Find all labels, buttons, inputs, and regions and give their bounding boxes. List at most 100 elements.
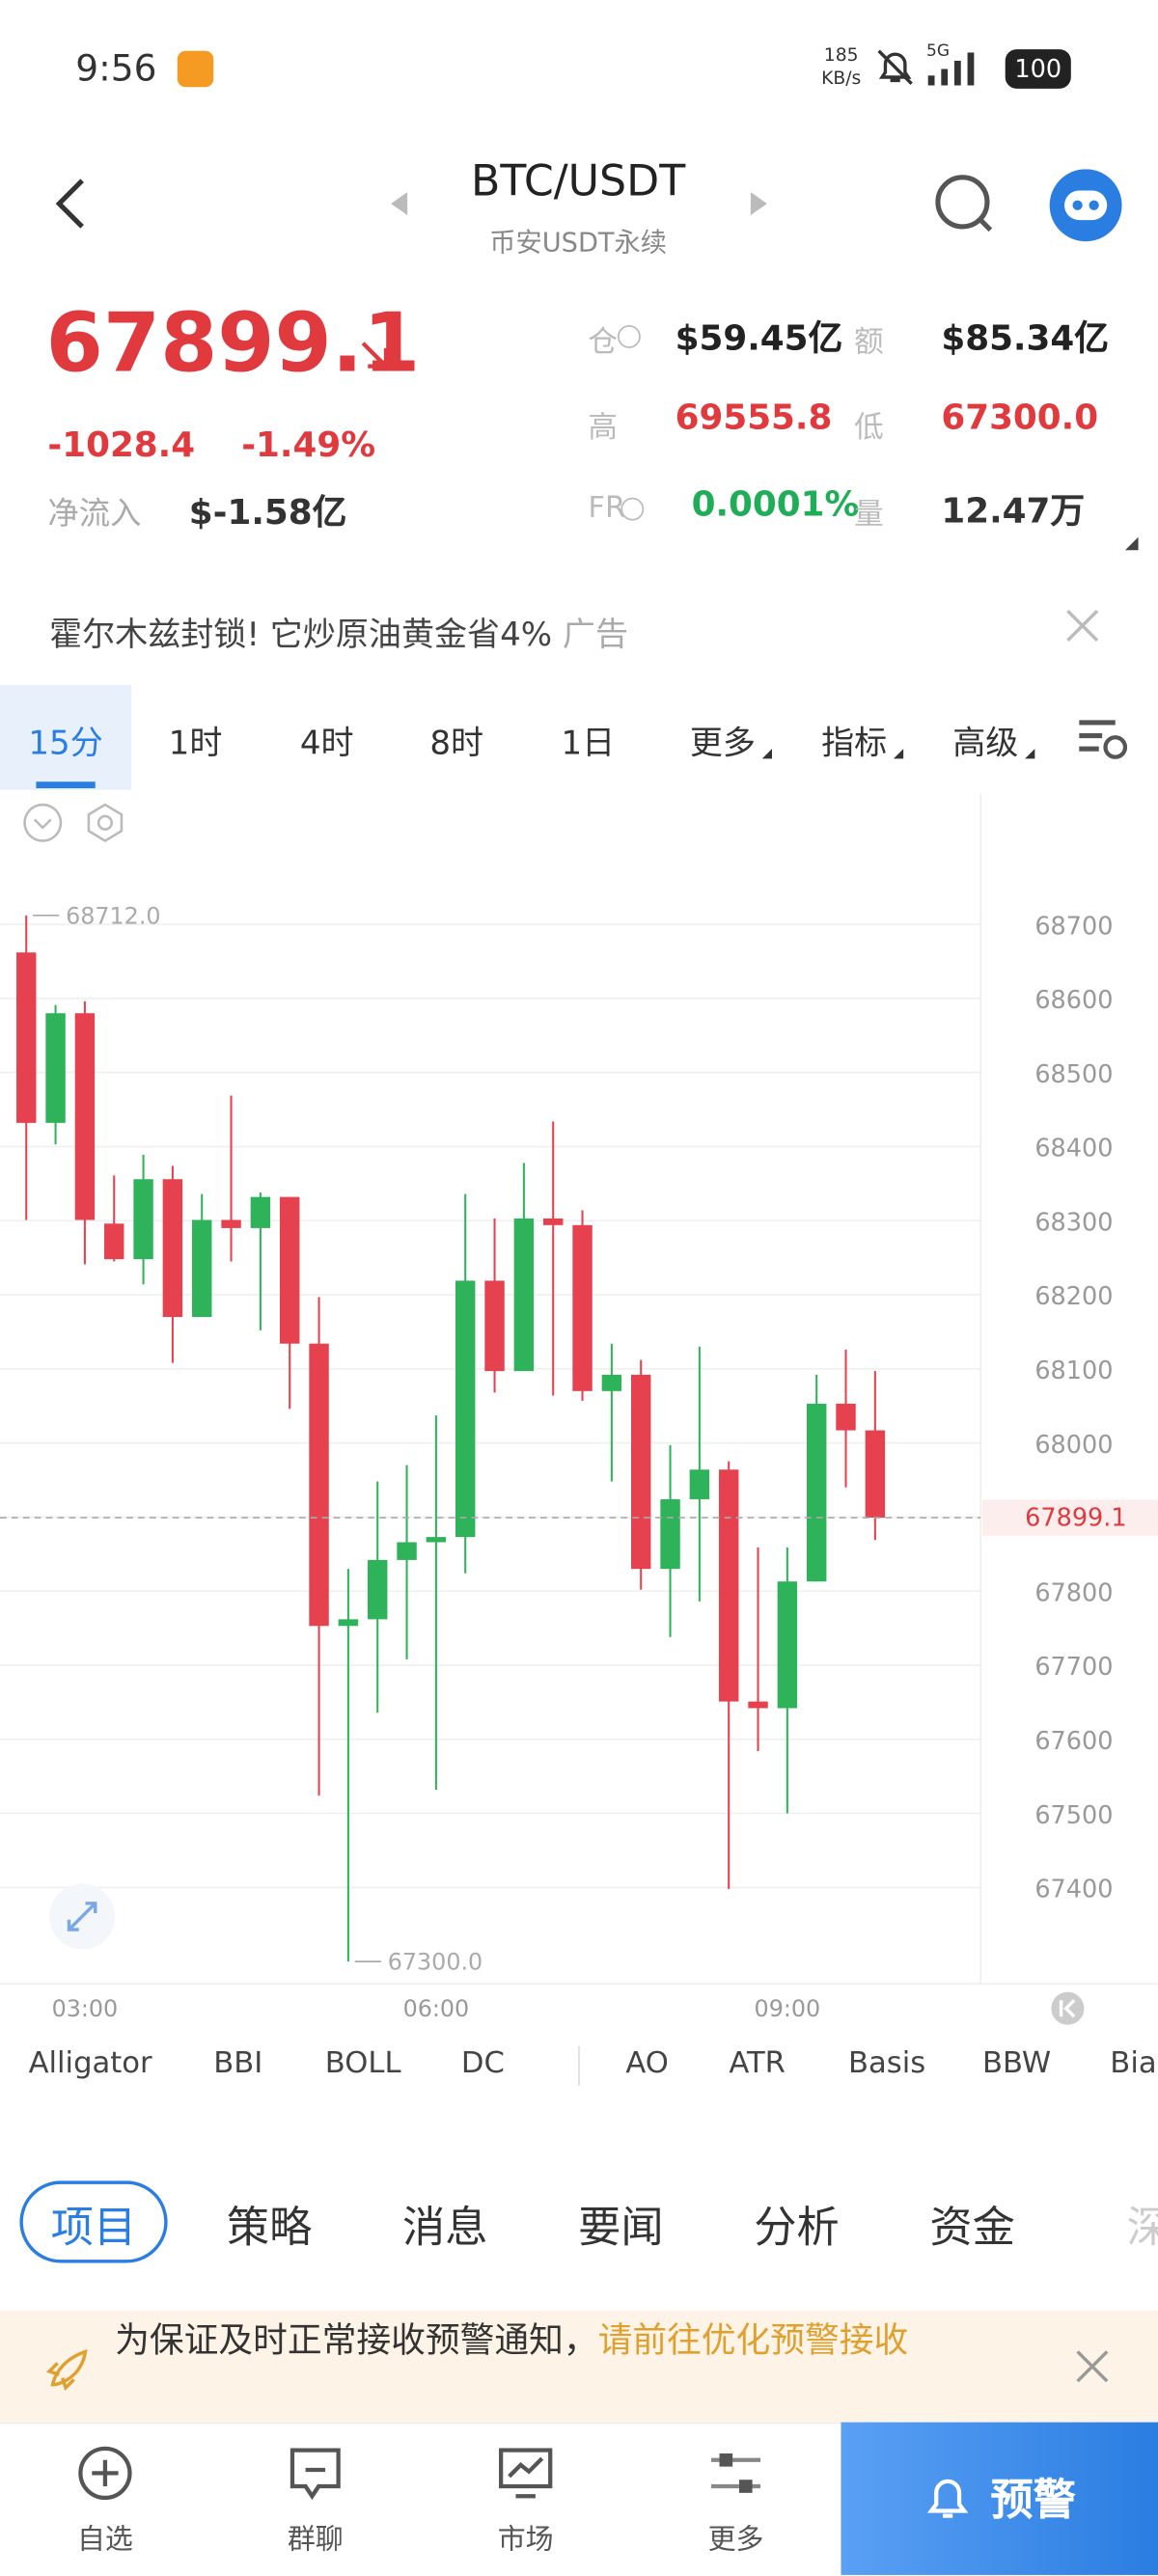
kline-chart[interactable]: 67400 67500 67600 67700 67800 68000 68100 68200… [0,793,1158,2042]
candle-body [162,1179,183,1318]
candle-body [133,1179,153,1260]
stat-value: 12.47万 [941,490,1086,531]
info-icon[interactable] [620,497,645,521]
min-marker-label: 67300.0 [388,1949,482,1976]
y-tick-label: 68700 [1034,912,1113,941]
indicator[interactable]: BBI [213,2045,263,2081]
candle-body [718,1469,739,1702]
candle-body [338,1619,359,1627]
candle-body [630,1374,651,1570]
alert-button[interactable] [841,2422,1158,2575]
candle-body [426,1537,447,1543]
interval-tab[interactable]: 高级 [952,722,1019,762]
nav-icon[interactable] [706,2444,765,2503]
symbol: BTC/USDT [471,157,686,207]
content-tab[interactable]: 消息 [401,2204,488,2254]
search-button[interactable] [929,169,998,237]
info-icon[interactable] [618,325,641,348]
interval-tab[interactable]: 1时 [168,722,223,762]
content-tab[interactable]: 策略 [226,2204,313,2254]
app-icon [177,50,214,88]
y-tick-label: 67700 [1034,1653,1113,1682]
interval-tab[interactable]: 指标 [821,722,888,762]
candle-body [397,1542,417,1560]
candle-body [368,1559,388,1620]
indicator[interactable]: Basis [848,2045,926,2081]
notice-close[interactable] [1074,2348,1110,2384]
next-symbol[interactable] [747,189,770,219]
indicator[interactable]: ATR [729,2045,786,2081]
interval-tab[interactable]: 更多 [689,722,756,762]
stat-value: 0.0001% [691,484,860,524]
nav-icon[interactable] [286,2444,345,2503]
candle-body [572,1224,593,1391]
nav-label[interactable]: 市场 [497,2524,554,2558]
indicator[interactable]: Alligator [28,2045,152,2081]
chart-tools[interactable] [19,802,134,848]
expand-corner[interactable] [1123,535,1140,552]
content-tab[interactable]: 资金 [929,2204,1015,2254]
stat-label: 仓 [588,325,619,360]
indicator[interactable]: AO [625,2045,669,2081]
nav-icon[interactable] [496,2444,555,2503]
interval-tab[interactable]: 15分 [28,722,103,762]
indicator[interactable]: BBW [981,2045,1052,2081]
ad-text[interactable]: 霍尔木兹封锁! 它炒原油黄金省4% 广告 [49,608,628,655]
candle-body [45,1013,66,1123]
alert-label[interactable]: 预警 [990,2476,1076,2526]
battery: 100 [1005,49,1071,89]
bottom-nav [0,2422,841,2575]
interval-tab[interactable]: 4时 [299,722,354,762]
notice-link[interactable]: 请前往优化预警接收 [597,2320,909,2360]
fullscreen-icon [67,1902,97,1932]
indicator[interactable]: BOLL [324,2045,401,2081]
interval-tab[interactable]: 1日 [561,722,616,762]
indicator-divider [578,2045,580,2086]
notice-text: 为保证及时正常接收预警通知，请前往优化预警接收 [115,2316,1010,2365]
candle-body [836,1403,856,1431]
prev-symbol[interactable] [388,189,411,219]
candle-body [806,1403,827,1582]
notice-icon [45,2348,88,2392]
candle-body [455,1280,476,1538]
indicator[interactable]: DC [460,2045,505,2081]
tab-active [19,2180,168,2263]
ad-close[interactable] [1064,608,1100,644]
alert-bell [926,2479,969,2518]
net-inflow-label: 净流入 [47,496,142,533]
chart-settings[interactable] [1076,716,1132,762]
content-tab[interactable]: 要闻 [578,2204,664,2254]
x-tick-label: 03:00 [52,1995,119,2022]
interval-indicator [36,781,96,789]
y-tick-label: 67500 [1034,1801,1113,1830]
last-price-label: 67899.1 [1025,1504,1127,1533]
nav-icon[interactable] [75,2444,134,2503]
stat-label: 额 [854,325,884,360]
candle-body [192,1219,212,1318]
interval-tab[interactable]: 8时 [429,722,484,762]
nav-label[interactable]: 更多 [707,2524,764,2558]
candle-body [777,1581,798,1709]
nav-label[interactable]: 群聊 [287,2524,344,2558]
change-pct: -1.49% [241,425,376,465]
content-tab[interactable]: 深 [1074,2194,1158,2255]
candle-body [689,1469,710,1499]
notice-bar [0,2310,1158,2423]
stat-value: 67300.0 [941,397,1099,437]
nav-label[interactable]: 自选 [77,2524,133,2558]
content-tab[interactable]: 项目 [50,2204,137,2254]
stat-value: $59.45亿 [675,318,843,359]
indicator[interactable]: Bia [1110,2045,1157,2081]
dropdown-corner [761,749,773,759]
content-tab[interactable]: 分析 [754,2204,840,2254]
mute-icon [877,49,913,86]
ad-title[interactable]: 霍尔木兹封锁! 它炒原油黄金省4% [49,614,553,654]
candle-body [748,1701,768,1709]
back-button[interactable] [49,174,98,233]
candle-body [865,1430,886,1519]
y-tick-label: 67800 [1034,1578,1113,1607]
network: 5G [926,42,951,61]
avatar[interactable] [1048,168,1123,243]
scroll-latest-icon [1059,1998,1076,2018]
